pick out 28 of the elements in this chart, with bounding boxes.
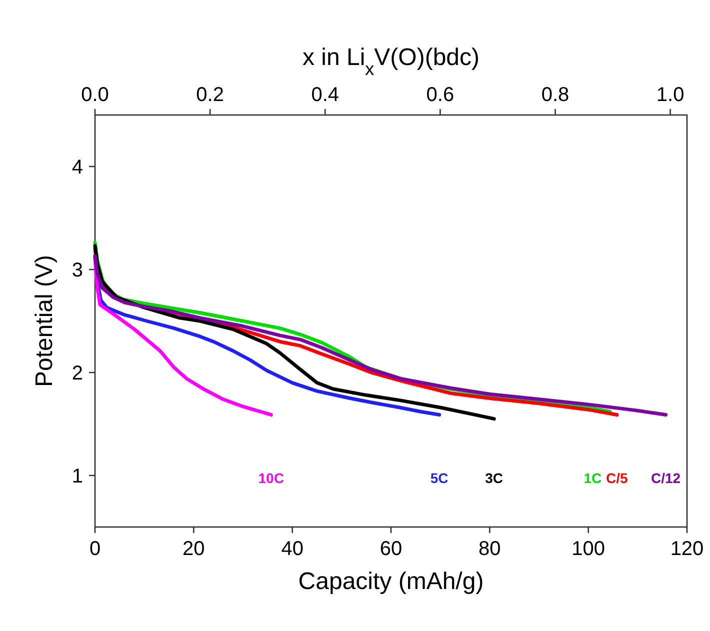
x-tick-label: 120 bbox=[670, 538, 704, 560]
text: C/5 bbox=[606, 470, 628, 486]
x2-tick-label: 0.2 bbox=[196, 84, 224, 106]
x-tick-label: 0 bbox=[89, 538, 101, 560]
x-tick-label: 60 bbox=[380, 538, 402, 560]
text: 5C bbox=[430, 470, 448, 486]
text: 1C bbox=[584, 470, 602, 486]
x2-axis-title: x in Li$_{x}$V(O)(bdc) bbox=[302, 44, 480, 79]
y-tick-label: 4 bbox=[72, 156, 83, 178]
x2-tick-label: 0.8 bbox=[541, 84, 570, 106]
text: C/12 bbox=[651, 470, 681, 486]
x2-tick-label: 0.6 bbox=[426, 84, 454, 106]
y-tick-label: 1 bbox=[72, 466, 83, 488]
x-tick-label: 20 bbox=[182, 538, 205, 560]
x-tick-label: 40 bbox=[281, 538, 304, 560]
x2-tick-label: 1.0 bbox=[656, 84, 684, 106]
line-series bbox=[93, 244, 496, 421]
x-axis-title: Capacity (mAh/g) bbox=[298, 568, 484, 595]
text: 3C bbox=[485, 470, 504, 486]
y-tick-label: 3 bbox=[72, 260, 83, 282]
text: 10C bbox=[258, 470, 284, 486]
y-tick-label: 2 bbox=[72, 362, 83, 384]
x-tick-label: 100 bbox=[572, 538, 606, 560]
x-tick-label: 80 bbox=[478, 538, 501, 560]
x2-tick-label: 0.0 bbox=[81, 84, 109, 106]
y-axis-title: Potential (V) bbox=[31, 254, 58, 388]
line-series bbox=[93, 256, 273, 416]
x2-tick-label: 0.4 bbox=[311, 84, 340, 106]
